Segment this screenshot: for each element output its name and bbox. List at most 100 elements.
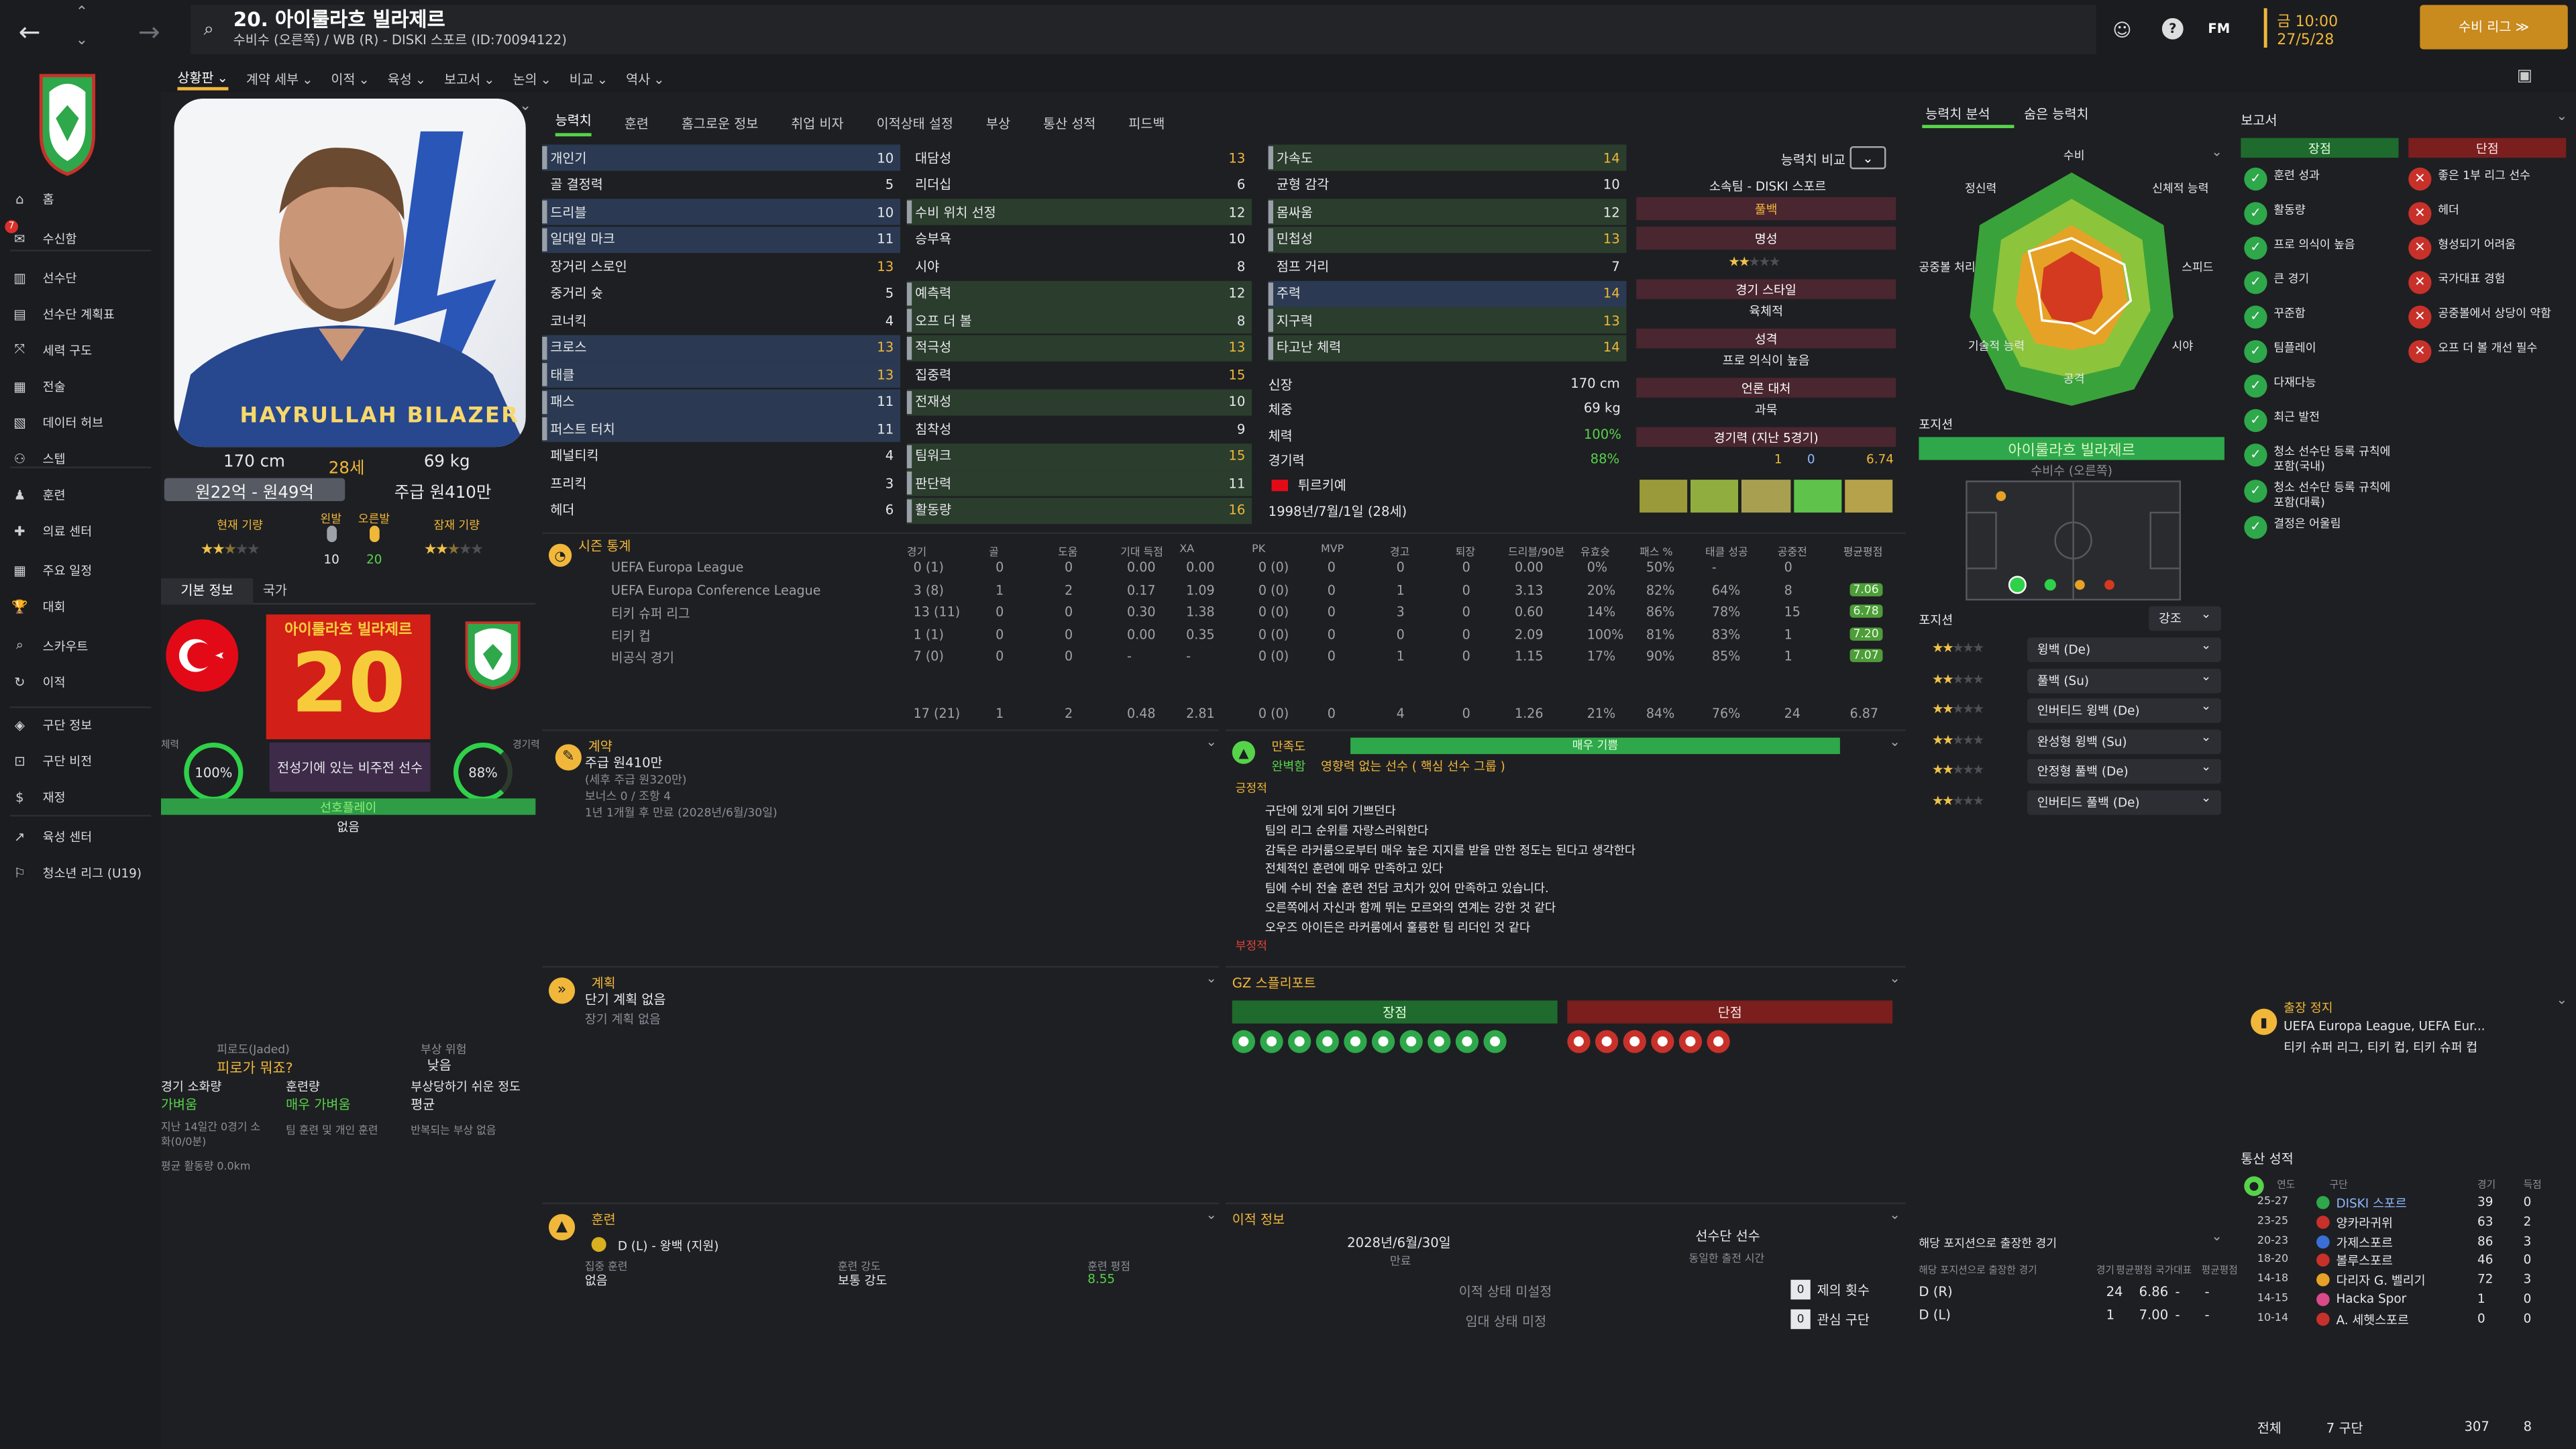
sidebar-item[interactable]: ▦ 주요 일정 [10,559,92,582]
tab-analysis[interactable]: 능력치 분석 [1925,107,1990,122]
sidebar-item[interactable]: ♟ 훈련 [10,483,66,506]
club-crest-icon[interactable] [36,69,99,178]
plans-title[interactable]: 계획 [591,975,616,991]
sidebar-item[interactable]: ✚ 의료 센터 [10,519,92,542]
attr-tab[interactable]: 통산 성적 [1042,115,1096,131]
training-title[interactable]: 훈련 [591,1212,616,1228]
career-club[interactable]: A. 세헷스포르 [2336,1312,2409,1328]
trait-icon[interactable]: ● [1399,1030,1423,1053]
stats-title[interactable]: 시즌 통계 [578,539,631,554]
role-select[interactable]: 인버티드 윙백 (De) [2027,698,2222,723]
role-select[interactable]: 안정형 풀백 (De) [2027,759,2222,784]
menu-item[interactable]: 보고서 [444,70,494,88]
fatigue-question[interactable]: 피로가 뭐죠? [217,1061,293,1078]
sidebar-item[interactable]: ⊡ 구단 비전 [10,749,92,772]
trait-icon[interactable]: ● [1344,1030,1367,1053]
trait-icon[interactable]: ● [1232,1030,1256,1053]
attr-tab[interactable]: 능력치 [555,111,592,136]
role-select[interactable]: 완성형 윙백 (Su) [2027,729,2222,753]
sidebar-item[interactable]: ✉ 수신함 [10,227,76,250]
trait-icon[interactable]: ● [1371,1030,1395,1053]
back-arrow-icon[interactable]: ← [18,15,41,47]
sidebar-item[interactable]: ▤ 선수단 계획표 [10,303,115,325]
career-club[interactable]: 볼루스포르 [2336,1254,2393,1269]
forward-arrow-icon[interactable]: → [138,16,160,48]
trait-icon[interactable]: ● [1428,1030,1451,1053]
sidebar-item[interactable]: $ 재정 [10,786,65,808]
sidebar-item[interactable]: ⌂ 홈 [10,187,54,210]
sidebar-item[interactable]: ⚐ 청소년 리그 (U19) [10,861,142,883]
sidebar-item[interactable]: ▧ 데이터 허브 [10,411,103,433]
chevron-down-icon[interactable]: ⌄ [1889,1208,1900,1223]
chevron-down-icon[interactable]: ⌄ [2556,108,2568,123]
roles-dropdown[interactable]: 강조 [2149,606,2222,631]
sidebar-item[interactable]: ◈ 구단 정보 [10,713,92,736]
search-icon[interactable]: ⌕ [203,17,214,40]
career-club[interactable]: Hacka Spor [2336,1291,2407,1306]
chevron-down-icon[interactable]: ⌄ [2211,144,2222,160]
career-club[interactable]: 양카라귀위 [2336,1215,2393,1230]
role-select[interactable]: 인버티드 풀백 (De) [2027,789,2222,814]
trait-icon[interactable]: ● [1567,1030,1591,1053]
scout-title[interactable]: GZ 스플리포트 [1232,975,1316,991]
help-icon[interactable]: ? [2161,17,2184,40]
chevron-down-icon[interactable]: ⌄ [519,98,532,115]
sidebar-item[interactable]: ▦ 전술 [10,374,65,397]
menu-item[interactable]: 육성 [388,70,426,88]
tab-hidden[interactable]: 숨은 능력치 [2024,107,2089,122]
sidebar-item[interactable]: 🏆 대회 [10,595,65,618]
chevron-down-icon[interactable]: ⌄ [2211,1228,2222,1244]
menu-item[interactable]: 계약 세부 [246,70,313,88]
attr-tab[interactable]: 취업 비자 [791,115,844,131]
chevron-up-icon[interactable]: ⌃ [75,5,89,21]
chevron-down-icon[interactable]: ⌄ [1205,971,1217,986]
role-select[interactable]: 윙백 (De) [2027,637,2222,662]
trait-icon[interactable]: ● [1707,1030,1730,1053]
career-club[interactable]: 다리자 G. 벨리기 [2336,1273,2426,1289]
trait-icon[interactable]: ● [1260,1030,1283,1053]
chevron-down-icon[interactable]: ⌄ [1205,1208,1217,1223]
sidebar-item[interactable]: ⌕ 스카우트 [10,634,88,657]
sidebar-item[interactable]: ↗ 육성 센터 [10,824,92,847]
trait-icon[interactable]: ● [1623,1030,1646,1053]
chevron-down-icon[interactable]: ⌄ [2556,992,2568,1008]
trait-icon[interactable]: ● [1651,1030,1674,1053]
role-select[interactable]: 풀백 (Su) [2027,667,2222,693]
contract-title[interactable]: 계약 [588,739,612,755]
menu-item[interactable]: 논의 [513,70,551,88]
layout-icon[interactable]: ▣ [2516,67,2532,86]
menu-item[interactable]: 상황판 [177,68,228,90]
trait-icon[interactable]: ● [1316,1030,1339,1053]
career-club[interactable]: DISKI 스포르 [2336,1195,2407,1211]
fm-logo[interactable]: FM [2208,21,2231,36]
chevron-down-icon[interactable]: ⌄ [1205,734,1217,749]
transfer-title[interactable]: 이적 정보 [1232,1212,1285,1228]
trait-icon[interactable]: ● [1483,1030,1507,1053]
trait-icon[interactable]: ● [1595,1030,1619,1053]
chevron-down-icon[interactable]: ⌄ [75,32,89,50]
attr-tab[interactable]: 부상 [985,115,1011,131]
menu-item[interactable]: 비교 [570,70,608,88]
compare-dropdown-icon[interactable]: ⌄ [1849,146,1886,170]
trait-icon[interactable]: ● [1288,1030,1311,1053]
tab-nation[interactable]: 국가 [262,583,287,598]
attr-tab[interactable]: 이적상태 설정 [876,115,953,131]
trait-icon[interactable]: ● [1455,1030,1479,1053]
sidebar-item[interactable]: ↻ 이적 [10,670,65,693]
chevron-down-icon[interactable]: ⌄ [1889,734,1900,749]
menu-item[interactable]: 이적 [331,70,369,88]
attr-tab[interactable]: 홈그로운 정보 [681,115,759,131]
attr-tab[interactable]: 피드백 [1128,115,1165,131]
sidebar-item[interactable]: ▥ 선수단 [10,266,76,289]
career-club[interactable]: 가제스포르 [2336,1234,2393,1250]
sidebar-item[interactable]: ⤧ 세력 구도 [10,338,93,361]
trait-icon[interactable]: ● [1678,1030,1703,1053]
attr-tab[interactable]: 훈련 [624,115,649,131]
satisfaction-title[interactable]: 만족도 [1271,739,1306,755]
tab-basic-info[interactable]: 기본 정보 [161,578,254,605]
social-icon[interactable]: ☺ [2112,19,2132,42]
chevron-down-icon[interactable]: ⌄ [1889,971,1900,986]
sidebar-item[interactable]: ⚇ 스텝 [10,447,66,470]
continue-button[interactable]: 수비 리그 ≫ [2420,5,2568,50]
menu-item[interactable]: 역사 [626,70,664,88]
